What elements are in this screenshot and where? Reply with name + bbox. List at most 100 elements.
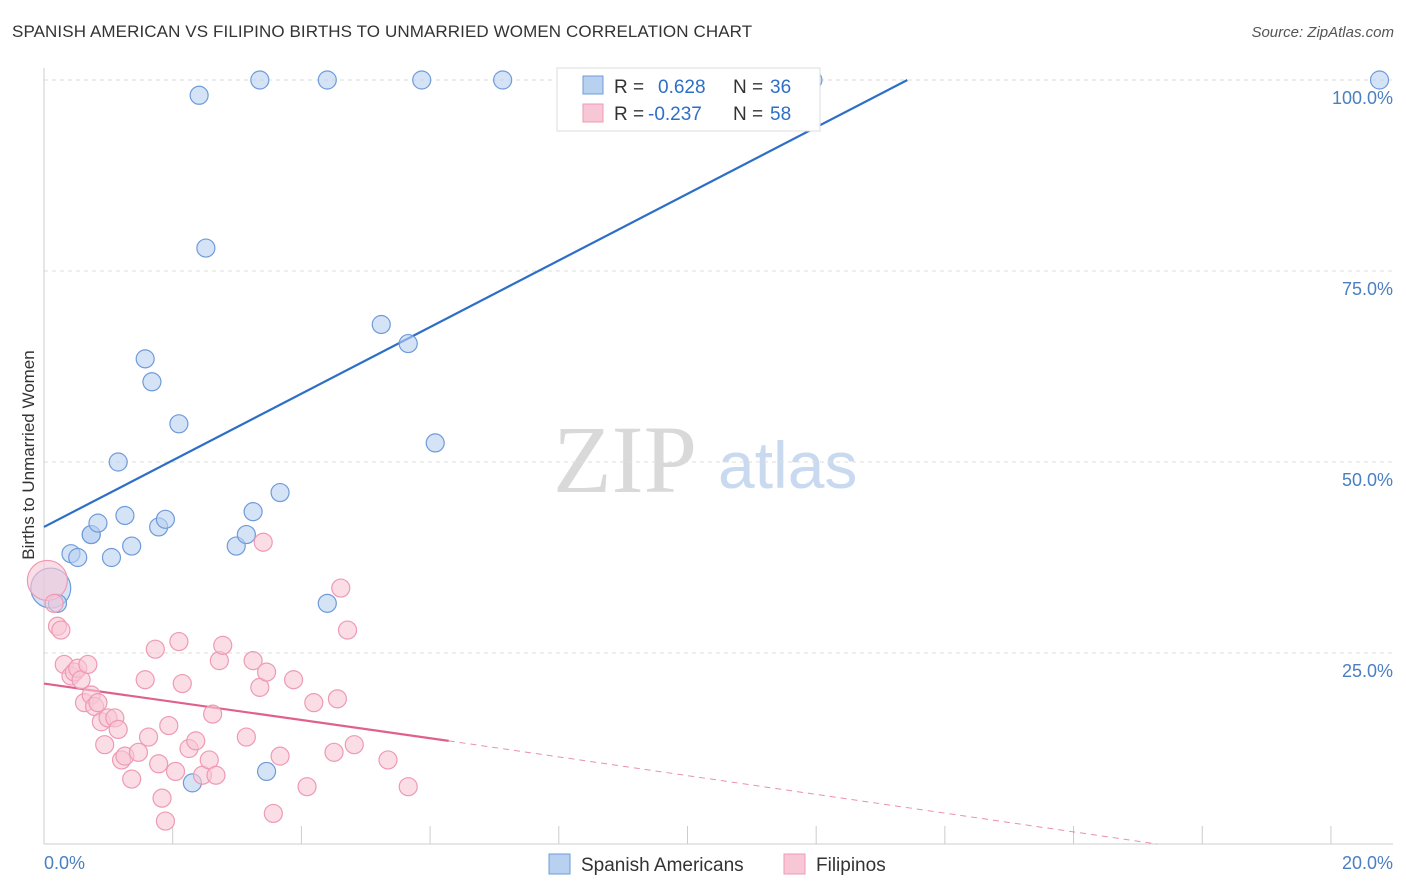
stats-legend: R = 0.628 N = 36 R = -0.237 N = 58 <box>556 67 821 132</box>
point-spanish-americans-9 <box>115 505 135 526</box>
stats-n-value-2: 58 <box>770 104 791 125</box>
stats-swatch-blue <box>582 75 604 95</box>
point-filipinos-0 <box>26 559 68 602</box>
point-filipinos-45 <box>256 662 277 682</box>
point-spanish-americans-10 <box>122 536 142 556</box>
point-filipinos-46 <box>263 803 283 824</box>
grid-layer <box>44 79 1393 654</box>
point-spanish-americans-24 <box>270 482 290 503</box>
chart-title: SPANISH AMERICAN VS FILIPINO BIRTHS TO U… <box>12 22 753 41</box>
legend-label-filipinos: Filipinos <box>816 855 886 876</box>
y-tick-label-75: 75.0% <box>1342 279 1393 299</box>
point-filipinos-3 <box>51 620 71 640</box>
point-filipinos-13 <box>88 693 108 713</box>
axis-layer <box>43 68 1393 845</box>
point-filipinos-50 <box>304 693 324 713</box>
stats-r-value-2: -0.237 <box>648 104 702 125</box>
legend-swatch-filipinos <box>783 853 806 875</box>
x-tick-label-min: 0.0% <box>44 853 85 873</box>
point-filipinos-53 <box>331 578 351 598</box>
point-spanish-americans-21 <box>243 502 263 522</box>
point-spanish-americans-7 <box>101 547 122 568</box>
point-filipinos-54 <box>337 620 358 640</box>
point-spanish-americans-11 <box>135 349 155 369</box>
legend-swatch-spanish-americans <box>548 853 571 875</box>
point-filipinos-1 <box>44 593 64 613</box>
point-filipinos-32 <box>172 673 192 694</box>
point-filipinos-48 <box>283 670 304 690</box>
point-spanish-americans-25 <box>317 593 337 613</box>
point-filipinos-41 <box>236 727 256 747</box>
point-filipinos-44 <box>253 532 273 552</box>
point-filipinos-37 <box>203 704 223 724</box>
label-layer: 25.0% 50.0% 75.0% 100.0% 0.0% 20.0% <box>44 88 1393 873</box>
point-spanish-americans-29 <box>412 70 432 90</box>
y-tick-label-100: 100.0% <box>1332 88 1393 108</box>
point-filipinos-15 <box>95 735 115 755</box>
point-spanish-americans-15 <box>169 414 189 434</box>
stats-swatch-pink <box>582 103 604 123</box>
stats-r-value-1: 0.628 <box>658 77 706 98</box>
point-filipinos-29 <box>159 715 179 736</box>
y-tick-label-50: 50.0% <box>1342 470 1393 490</box>
point-spanish-americans-20 <box>236 524 256 545</box>
point-filipinos-30 <box>165 761 186 782</box>
point-spanish-americans-14 <box>155 509 176 529</box>
x-tick-label-max: 20.0% <box>1342 853 1393 873</box>
trendline-filipinos <box>43 682 449 742</box>
watermark-zip: ZIP <box>553 406 697 513</box>
point-filipinos-26 <box>149 754 169 774</box>
point-filipinos-57 <box>398 777 418 797</box>
point-spanish-americans-30 <box>425 433 445 453</box>
y-tick-label-25: 25.0% <box>1342 661 1393 681</box>
point-spanish-americans-18 <box>196 238 216 258</box>
trendline-extension-filipinos <box>448 740 1157 845</box>
point-filipinos-52 <box>327 689 348 709</box>
point-spanish-americans-28 <box>398 333 418 354</box>
point-spanish-americans-3 <box>68 547 88 568</box>
point-filipinos-27 <box>152 788 172 808</box>
point-filipinos-23 <box>135 670 155 690</box>
point-filipinos-55 <box>344 735 364 755</box>
watermark-atlas: atlas <box>718 428 857 502</box>
point-spanish-americans-26 <box>317 70 337 90</box>
point-filipinos-18 <box>108 719 128 740</box>
point-spanish-americans-35 <box>1369 70 1390 90</box>
point-spanish-americans-27 <box>371 314 391 335</box>
point-filipinos-31 <box>169 631 189 652</box>
point-spanish-americans-31 <box>493 70 513 90</box>
point-filipinos-34 <box>186 731 206 751</box>
point-spanish-americans-17 <box>189 85 209 105</box>
point-filipinos-49 <box>297 777 317 797</box>
point-spanish-americans-6 <box>88 513 108 533</box>
legend-label-spanish-americans: Spanish Americans <box>581 855 744 876</box>
series-legend: Spanish Americans Filipinos <box>548 853 886 876</box>
point-filipinos-25 <box>145 639 165 659</box>
stats-r-label-1: R = <box>614 77 644 98</box>
point-filipinos-42 <box>243 651 263 671</box>
stats-n-label-1: N = <box>733 77 763 98</box>
stats-n-label-2: N = <box>733 104 763 125</box>
point-filipinos-22 <box>128 742 149 762</box>
point-filipinos-56 <box>378 750 398 770</box>
point-filipinos-51 <box>324 742 344 762</box>
trendline-spanish-americans <box>43 79 908 528</box>
points-layer <box>26 70 1390 831</box>
point-filipinos-21 <box>122 769 142 789</box>
point-filipinos-10 <box>78 654 98 675</box>
point-filipinos-47 <box>270 746 290 766</box>
source-credit: Source: ZipAtlas.com <box>1251 24 1394 41</box>
y-axis-title: Births to Unmarried Women <box>19 350 38 559</box>
point-filipinos-38 <box>206 765 226 785</box>
point-spanish-americans-23 <box>256 761 277 782</box>
point-spanish-americans-8 <box>108 452 128 472</box>
point-spanish-americans-22 <box>250 70 270 90</box>
point-filipinos-24 <box>138 727 159 747</box>
stats-n-value-1: 36 <box>770 77 791 98</box>
trend-layer <box>43 79 1157 845</box>
stats-r-label-2: R = <box>614 104 644 125</box>
point-spanish-americans-12 <box>142 372 162 392</box>
point-filipinos-40 <box>213 635 233 655</box>
point-filipinos-28 <box>155 811 176 831</box>
